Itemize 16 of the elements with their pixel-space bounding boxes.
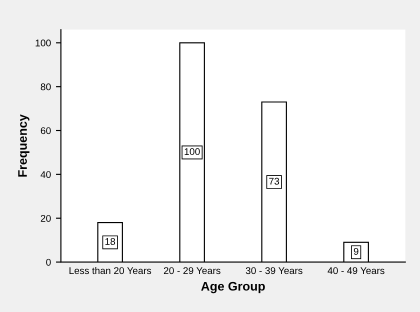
y-axis-title: Frequency: [18, 114, 30, 177]
y-tick-label: 80: [40, 83, 51, 90]
y-tick-label: 0: [46, 258, 51, 266]
y-tick-label: 40: [40, 171, 51, 178]
x-tick-label: Less than 20 Years: [70, 266, 152, 274]
data-label: 100: [184, 148, 200, 156]
data-label: 18: [105, 238, 116, 245]
y-tick-label: 100: [36, 40, 51, 46]
y-tick-label: 60: [40, 127, 51, 134]
data-label: 9: [354, 248, 358, 255]
x-tick-label: 30 - 39 Years: [246, 267, 302, 274]
x-axis-title: Age Group: [201, 282, 265, 294]
x-tick-label: 20 - 29 Years: [164, 267, 220, 274]
data-label: 73: [269, 178, 280, 185]
x-tick-label: 40 - 49 Years: [328, 267, 384, 274]
y-tick-label: 20: [40, 214, 51, 222]
